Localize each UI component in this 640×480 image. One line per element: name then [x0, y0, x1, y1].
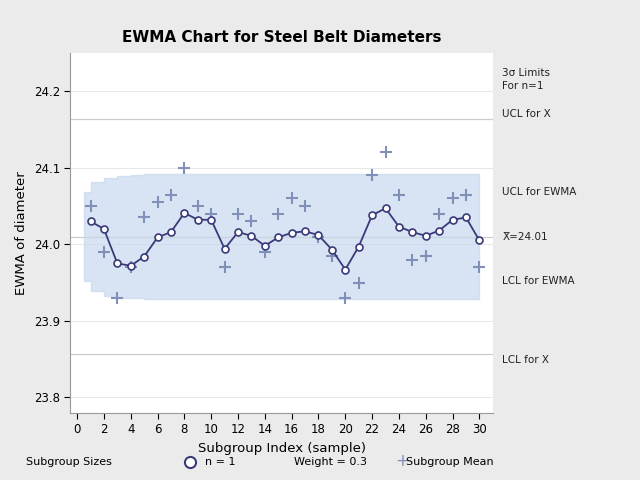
- Text: X̅=24.01: X̅=24.01: [502, 232, 548, 241]
- Y-axis label: EWMA of diameter: EWMA of diameter: [15, 171, 28, 295]
- Text: Subgroup Mean: Subgroup Mean: [406, 457, 494, 467]
- Text: UCL for EWMA: UCL for EWMA: [502, 187, 577, 197]
- Text: UCL for X: UCL for X: [502, 108, 551, 119]
- Text: Weight = 0.3: Weight = 0.3: [294, 457, 367, 467]
- Text: n = 1: n = 1: [205, 457, 236, 467]
- Text: Subgroup Sizes: Subgroup Sizes: [26, 457, 111, 467]
- Text: +: +: [396, 452, 410, 470]
- X-axis label: Subgroup Index (sample): Subgroup Index (sample): [198, 442, 365, 455]
- Text: LCL for X: LCL for X: [502, 355, 549, 365]
- Title: EWMA Chart for Steel Belt Diameters: EWMA Chart for Steel Belt Diameters: [122, 30, 442, 45]
- Text: LCL for EWMA: LCL for EWMA: [502, 276, 575, 286]
- Text: 3σ Limits
For n=1: 3σ Limits For n=1: [502, 69, 550, 91]
